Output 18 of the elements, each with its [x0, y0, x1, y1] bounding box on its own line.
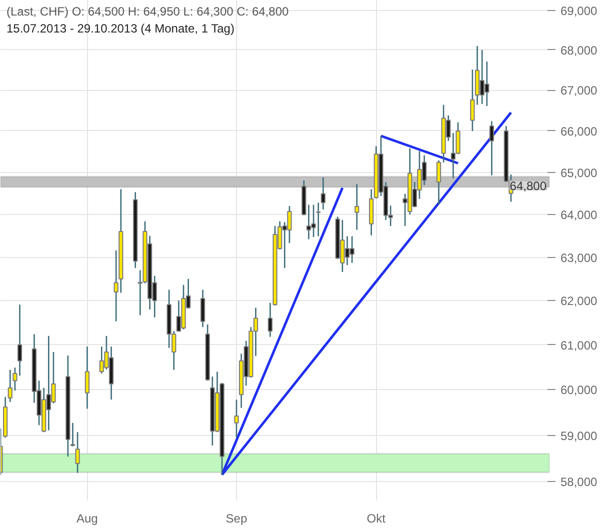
y-tick-label: 59,000: [560, 428, 598, 443]
text: 15.07.2013 - 29.10.2013 (4 Monate, 1 Tag): [6, 22, 234, 36]
y-tick-label: 62,000: [560, 294, 598, 308]
y-tick-label: 66,000: [560, 124, 598, 138]
annotation: 64,800: [510, 178, 547, 193]
y-tick-label: 61,000: [560, 338, 598, 352]
y-tick-label: 69,000: [560, 4, 598, 18]
x-tick-label: Okt: [366, 512, 386, 526]
y-tick-label: 64,000: [560, 208, 598, 222]
x-tick-label: Aug: [76, 512, 98, 526]
y-tick-label: 63,000: [560, 250, 598, 265]
y-tick-label: 65,000: [560, 166, 598, 180]
y-tick-label: 67,000: [560, 84, 598, 98]
y-tick-label: 68,000: [560, 43, 598, 58]
chart-title: (Last, CHF) O: 64,500 H: 64,950 L: 64,300 C: 64,800: [6, 4, 289, 18]
x-tick-label: Sep: [226, 512, 248, 526]
y-tick-label: 60,000: [560, 383, 598, 398]
y-tick-label: 58,000: [560, 475, 598, 490]
